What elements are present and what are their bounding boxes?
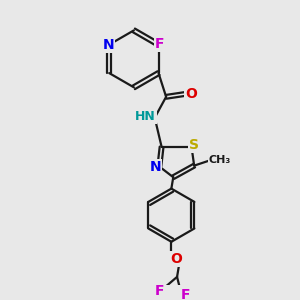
Text: O: O (170, 252, 182, 266)
Text: F: F (154, 284, 164, 298)
Text: F: F (181, 288, 190, 300)
Text: N: N (150, 160, 161, 175)
Text: O: O (185, 87, 197, 101)
Text: S: S (189, 138, 200, 152)
Text: HN: HN (135, 110, 156, 123)
Text: N: N (102, 38, 114, 52)
Text: CH₃: CH₃ (209, 155, 231, 165)
Text: F: F (155, 37, 164, 51)
